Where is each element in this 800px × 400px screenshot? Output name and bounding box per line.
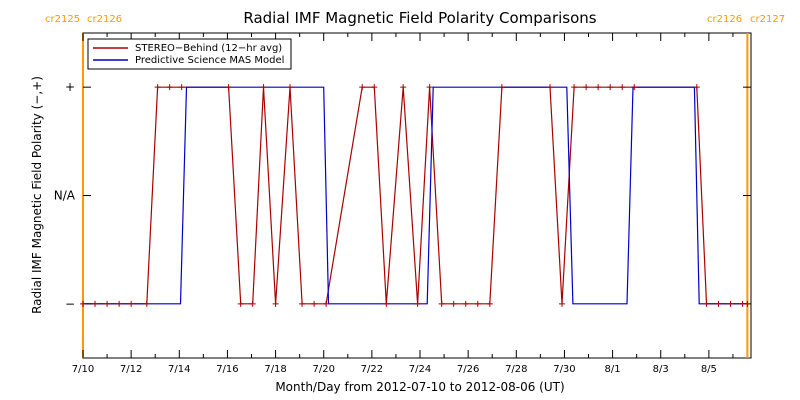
series-0-point-40: [715, 300, 722, 307]
carrington-label-right-second: cr2127: [750, 14, 785, 25]
series-0-point-16: [311, 300, 318, 307]
x-tick-label-6: 7/22: [361, 364, 383, 375]
series-0-point-25: [450, 300, 457, 307]
x-tick-label-5: 7/20: [312, 364, 334, 375]
series-0-point-4: [128, 300, 135, 307]
series-0-point-41: [727, 300, 734, 307]
series-0-point-22: [414, 300, 421, 307]
carrington-label-left-first: cr2125: [45, 14, 80, 25]
series-0-point-13: [272, 300, 279, 307]
series-0-point-21: [400, 84, 407, 91]
x-tick-label-11: 8/1: [605, 364, 621, 375]
x-tick-label-0: 7/10: [72, 364, 94, 375]
series-0-point-19: [371, 84, 378, 91]
series-0-point-26: [462, 300, 469, 307]
x-tick-label-13: 8/5: [701, 364, 717, 375]
series-0-point-5: [143, 300, 150, 307]
series-0-point-39: [703, 300, 710, 307]
series-0-point-14: [287, 84, 294, 91]
legend-entry-mas-model: Predictive Science MAS Model: [135, 55, 284, 66]
x-tick-label-8: 7/26: [457, 364, 479, 375]
legend-entry-stereo: STEREO−Behind (12−hr avg): [135, 43, 282, 54]
y-tick-label-2: −: [65, 297, 75, 311]
series-0-point-29: [498, 84, 505, 91]
series-0-point-7: [166, 84, 173, 91]
legend-box: [87, 38, 292, 70]
series-0-point-8: [178, 84, 185, 91]
series-0-point-20: [383, 300, 390, 307]
series-0-point-12: [260, 84, 267, 91]
chart-title: Radial IMF Magnetic Field Polarity Compa…: [243, 9, 596, 27]
series-0-point-27: [474, 300, 481, 307]
series-0-point-36: [619, 84, 626, 91]
x-axis-ticks: 7/10 7/12 7/14 7/16 7/18 7/20 7/22 7/24 7/26 7/28…: [72, 33, 734, 375]
series-0-point-17: [323, 300, 330, 307]
y-tick-label-1: N/A: [54, 189, 76, 203]
series-0-point-2: [104, 300, 111, 307]
series-0-point-37: [631, 84, 638, 91]
x-tick-label-7: 7/24: [409, 364, 431, 375]
series-0-point-30: [546, 84, 553, 91]
carrington-label-left-second: cr2126: [87, 14, 122, 25]
series-0-point-31: [559, 300, 566, 307]
x-tick-label-10: 7/30: [553, 364, 575, 375]
series-0-point-10: [237, 300, 244, 307]
series-0-point-28: [486, 300, 493, 307]
series-0-point-9: [225, 84, 232, 91]
series-0-point-43: [744, 300, 751, 307]
series-0-point-15: [299, 300, 306, 307]
series-0-point-35: [607, 84, 614, 91]
series-0-point-38: [693, 84, 700, 91]
series-0-point-6: [154, 84, 161, 91]
y-axis-label: Radial IMF Magnetic Field Polarity (−,+): [30, 76, 44, 314]
series-0-point-23: [426, 84, 433, 91]
x-tick-label-4: 7/18: [264, 364, 286, 375]
carrington-label-right-first: cr2126: [707, 14, 742, 25]
series-0-point-18: [359, 84, 366, 91]
series-0-point-34: [595, 84, 602, 91]
x-tick-label-9: 7/28: [505, 364, 527, 375]
x-tick-label-3: 7/16: [216, 364, 238, 375]
x-tick-label-1: 7/12: [120, 364, 142, 375]
series-0-point-3: [116, 300, 123, 307]
series-0-point-11: [249, 300, 256, 307]
x-tick-label-12: 8/3: [653, 364, 669, 375]
series-0-point-24: [438, 300, 445, 307]
y-tick-label-0: +: [65, 80, 75, 94]
series-layer: [80, 84, 751, 307]
x-tick-label-2: 7/14: [168, 364, 190, 375]
series-0-point-1: [92, 300, 99, 307]
series-0-point-0: [80, 300, 86, 307]
legend: STEREO−Behind (12−hr avg) Predictive Sci…: [87, 38, 292, 70]
x-axis-label: Month/Day from 2012-07-10 to 2012-08-06 …: [275, 380, 564, 394]
series-0-point-32: [571, 84, 578, 91]
series-0-point-33: [583, 84, 590, 91]
